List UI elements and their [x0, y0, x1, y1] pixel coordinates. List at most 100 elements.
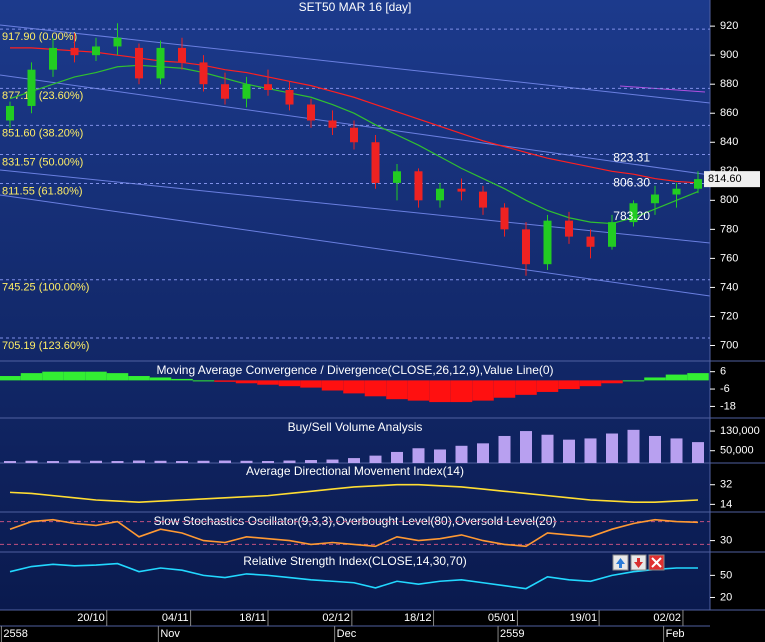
volume-bar: [326, 459, 339, 463]
candle-body: [135, 47, 143, 79]
candle-body: [199, 62, 208, 85]
macd-bar: [171, 378, 193, 381]
trendline: [0, 194, 711, 297]
panel-title: Relative Strength Index(CLOSE,14,30,70): [243, 554, 466, 568]
x-tick-label: 02/02: [653, 612, 681, 624]
y-tick-label: -6: [720, 383, 730, 395]
y-tick-label: 50: [720, 569, 732, 581]
y-tick-label: 720: [720, 310, 738, 322]
up-icon: [616, 558, 625, 568]
volume-bar: [670, 438, 683, 463]
fib-label: 917.90 (0.00%): [2, 31, 77, 43]
macd-bar: [429, 380, 451, 403]
volume-bar: [133, 460, 145, 463]
macd-bar: [343, 380, 365, 394]
last-price-label: 814.60: [708, 173, 742, 185]
panel-title: Moving Average Convergence / Divergence(…: [156, 363, 553, 377]
volume-bar: [111, 461, 124, 463]
period-label: Dec: [337, 628, 357, 640]
y-tick-label: 780: [720, 223, 738, 235]
volume-bar: [4, 461, 16, 463]
x-tick-label: 20/10: [77, 612, 105, 624]
y-tick-label: 130,000: [720, 425, 760, 437]
close-icon: [651, 557, 662, 568]
volume-bar: [520, 431, 532, 463]
panel-title: Buy/Sell Volume Analysis: [288, 420, 423, 434]
fib-label: 831.57 (50.00%): [2, 156, 83, 168]
macd-bar: [536, 380, 559, 392]
candle-body: [608, 222, 616, 247]
candle-body: [113, 37, 122, 47]
x-tick-label: 19/01: [570, 612, 598, 624]
volume-bar: [434, 449, 446, 463]
y-tick-label: 32: [720, 479, 732, 491]
candle-body: [500, 207, 509, 230]
macd-bar: [558, 380, 580, 390]
fib-label: 851.60 (38.20%): [2, 127, 83, 139]
candle-body: [6, 105, 14, 121]
x-tick-label: 02/12: [322, 612, 350, 624]
candle-body: [694, 179, 702, 189]
macd-bar: [622, 380, 645, 382]
y-tick-label: -18: [720, 400, 736, 412]
y-tick-label: 6: [720, 366, 726, 378]
volume-bar: [305, 460, 317, 463]
candle-body: [70, 47, 79, 56]
panel-title: SET50 MAR 16 [day]: [299, 0, 412, 14]
volume-bar: [563, 439, 575, 463]
candle-body: [264, 84, 272, 90]
macd-bar: [85, 371, 107, 381]
volume-bar: [606, 433, 618, 463]
macd-bar: [644, 377, 666, 381]
macd-bar: [128, 376, 150, 381]
period-label: Feb: [666, 628, 685, 640]
macd-bar: [235, 380, 258, 384]
price-annotation: 806.30: [613, 175, 650, 189]
macd-bar: [579, 380, 602, 387]
price-annotation: 823.31: [613, 151, 650, 165]
axis-background: [710, 0, 765, 610]
candle-body: [414, 171, 423, 201]
fib-label: 745.25 (100.00%): [2, 282, 89, 294]
candle-body: [49, 47, 57, 70]
volume-bar: [369, 455, 382, 463]
candle-body: [27, 69, 36, 106]
macd-bar: [257, 380, 279, 385]
y-tick-label: 920: [720, 20, 738, 32]
macd-bar: [278, 380, 301, 387]
macd-bar: [364, 380, 387, 397]
volume-bar: [219, 460, 231, 463]
y-tick-label: 20: [720, 591, 732, 603]
macd-bar: [450, 380, 473, 403]
period-label: Nov: [160, 628, 180, 640]
trendline: [619, 85, 706, 93]
volume-bar: [176, 461, 188, 463]
volume-bar: [692, 442, 704, 463]
candle-body: [543, 220, 552, 265]
period-label: 2559: [500, 628, 524, 640]
panel-title: Slow Stochastics Oscillator(9,3,3),Overb…: [154, 514, 557, 528]
y-tick-label: 880: [720, 78, 738, 90]
candle-body: [221, 84, 229, 99]
last-price-box: [704, 171, 760, 188]
volume-bar: [348, 458, 360, 463]
indicator-line: [9, 562, 698, 590]
macd-bar: [106, 373, 129, 381]
candle-body: [178, 47, 186, 63]
y-tick-label: 760: [720, 252, 738, 264]
fib-label: 705.19 (123.60%): [2, 340, 89, 352]
candle-body: [371, 142, 380, 183]
volume-bar: [283, 460, 296, 463]
y-tick-label: 800: [720, 194, 738, 206]
macd-bar: [192, 380, 215, 382]
volume-bar: [584, 438, 597, 463]
candle-body: [328, 120, 337, 128]
y-tick-label: 14: [720, 498, 732, 510]
price-annotation: 783.20: [613, 209, 650, 223]
candle-body: [350, 127, 358, 143]
fib-label: 877.15 (23.60%): [2, 90, 83, 102]
macd-bar: [665, 374, 688, 381]
y-tick-label: 900: [720, 49, 738, 61]
macd-bar: [300, 380, 322, 388]
down-icon: [634, 558, 643, 568]
